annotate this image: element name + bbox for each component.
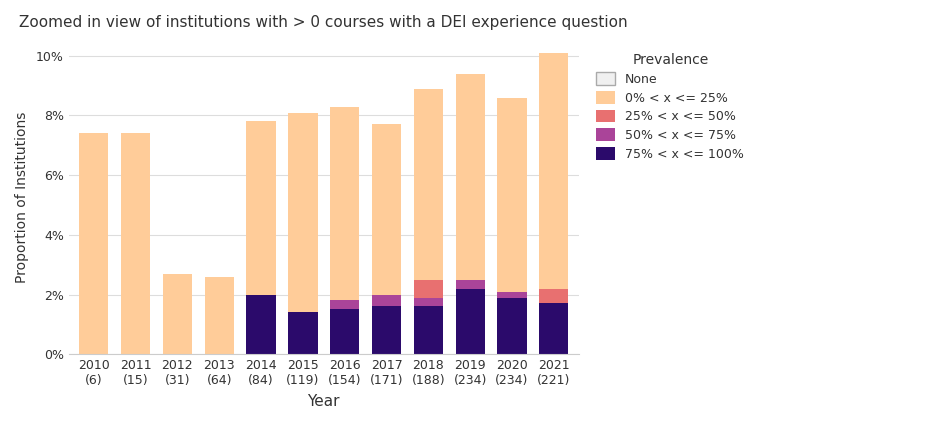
Bar: [246, 295, 276, 354]
Bar: [414, 307, 443, 354]
Bar: [330, 106, 359, 301]
Bar: [539, 289, 568, 304]
Bar: [372, 124, 402, 295]
Bar: [414, 279, 443, 298]
Bar: [330, 301, 359, 310]
Bar: [372, 307, 402, 354]
Bar: [456, 289, 485, 354]
Bar: [456, 74, 485, 279]
Legend: None, 0% < x <= 25%, 25% < x <= 50%, 50% < x <= 75%, 75% < x <= 100%: None, 0% < x <= 25%, 25% < x <= 50%, 50%…: [591, 47, 751, 167]
Bar: [456, 279, 485, 289]
Bar: [288, 312, 317, 354]
Bar: [205, 276, 234, 354]
Title: Zoomed in view of institutions with > 0 courses with a DEI experience question: Zoomed in view of institutions with > 0 …: [20, 15, 628, 30]
Bar: [539, 304, 568, 354]
Bar: [497, 292, 527, 298]
Bar: [163, 273, 192, 354]
Bar: [80, 134, 109, 354]
Bar: [497, 98, 527, 292]
Bar: [414, 298, 443, 307]
Bar: [330, 310, 359, 354]
X-axis label: Year: Year: [308, 394, 340, 409]
Bar: [372, 295, 402, 307]
Bar: [414, 89, 443, 279]
Bar: [497, 298, 527, 354]
Bar: [539, 53, 568, 289]
Bar: [121, 134, 151, 354]
Bar: [288, 112, 317, 312]
Bar: [246, 121, 276, 295]
Y-axis label: Proportion of Institutions: Proportion of Institutions: [15, 112, 29, 283]
